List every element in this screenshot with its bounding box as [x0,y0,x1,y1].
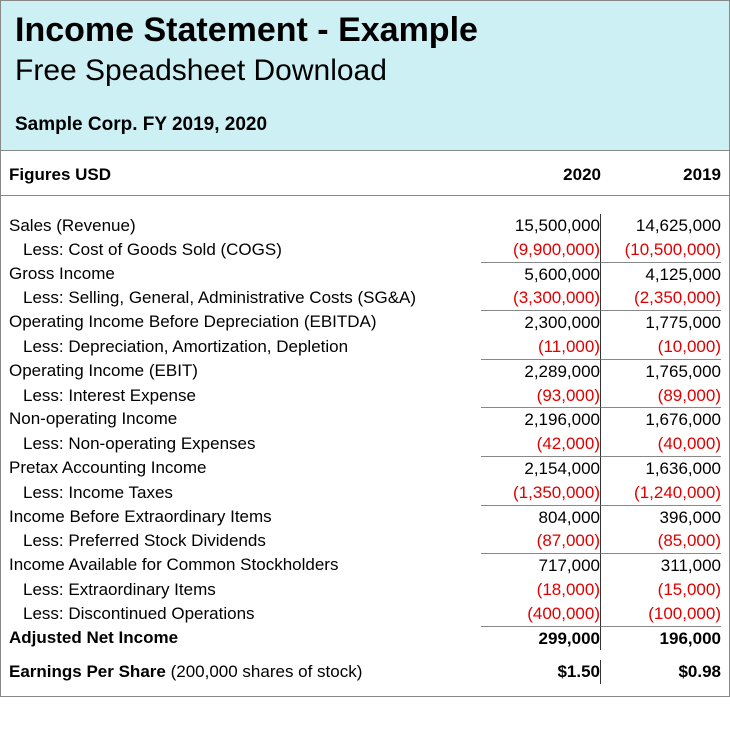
income-statement: Income Statement - Example Free Speadshe… [0,0,730,697]
table-row: Non-operating Income2,196,0001,676,000 [9,407,721,432]
table-row: Operating Income Before Depreciation (EB… [9,310,721,335]
eps-value-year1: $1.50 [481,660,601,684]
row-value-year1: 2,300,000 [481,310,601,335]
row-label: Less: Selling, General, Administrative C… [9,286,481,310]
table-row: Adjusted Net Income299,000196,000 [9,626,721,651]
row-value-year2: 14,625,000 [601,214,721,238]
row-label: Pretax Accounting Income [9,456,481,481]
eps-note: (200,000 shares of stock) [171,662,363,681]
row-value-year2: (10,000) [601,335,721,359]
row-value-year1: (400,000) [481,602,601,626]
row-value-year2: 196,000 [601,626,721,651]
year1-header: 2020 [481,165,601,185]
column-header-row: Figures USD 2020 2019 [1,151,729,196]
company-line: Sample Corp. FY 2019, 2020 [15,114,715,136]
row-value-year1: (18,000) [481,578,601,602]
row-label: Sales (Revenue) [9,214,481,238]
table-row: Less: Cost of Goods Sold (COGS)(9,900,00… [9,238,721,262]
row-value-year2: (40,000) [601,432,721,456]
row-value-year1: (93,000) [481,384,601,408]
row-value-year1: (1,350,000) [481,481,601,505]
row-label: Income Before Extraordinary Items [9,505,481,530]
row-label: Gross Income [9,262,481,287]
row-label: Non-operating Income [9,407,481,432]
row-value-year1: (9,900,000) [481,238,601,262]
subtitle: Free Speadsheet Download [15,54,715,88]
row-value-year2: (10,500,000) [601,238,721,262]
row-label: Adjusted Net Income [9,626,481,651]
row-label: Less: Extraordinary Items [9,578,481,602]
row-label: Less: Income Taxes [9,481,481,505]
row-value-year1: 804,000 [481,505,601,530]
row-value-year1: (87,000) [481,529,601,553]
row-value-year1: 15,500,000 [481,214,601,238]
row-value-year1: 2,154,000 [481,456,601,481]
row-label: Less: Preferred Stock Dividends [9,529,481,553]
header: Income Statement - Example Free Speadshe… [1,1,729,151]
table-row: Less: Non-operating Expenses(42,000)(40,… [9,432,721,456]
row-value-year2: 1,676,000 [601,407,721,432]
title: Income Statement - Example [15,11,715,50]
row-label: Operating Income (EBIT) [9,359,481,384]
table-row: Income Before Extraordinary Items804,000… [9,505,721,530]
row-value-year1: 5,600,000 [481,262,601,287]
eps-row: Earnings Per Share (200,000 shares of st… [9,660,721,684]
row-value-year2: (2,350,000) [601,286,721,310]
row-value-year1: 2,289,000 [481,359,601,384]
table-row: Less: Discontinued Operations(400,000)(1… [9,602,721,626]
row-value-year2: (15,000) [601,578,721,602]
table-row: Pretax Accounting Income2,154,0001,636,0… [9,456,721,481]
table-row: Less: Income Taxes(1,350,000)(1,240,000) [9,481,721,505]
row-value-year1: (11,000) [481,335,601,359]
table-row: Income Available for Common Stockholders… [9,553,721,578]
row-value-year2: 1,775,000 [601,310,721,335]
table-row: Less: Interest Expense(93,000)(89,000) [9,384,721,408]
row-value-year2: 1,765,000 [601,359,721,384]
table-row: Less: Extraordinary Items(18,000)(15,000… [9,578,721,602]
row-label: Less: Cost of Goods Sold (COGS) [9,238,481,262]
row-value-year1: 299,000 [481,626,601,651]
figures-label: Figures USD [9,165,481,185]
row-label: Less: Non-operating Expenses [9,432,481,456]
table-body: Sales (Revenue)15,500,00014,625,000Less:… [1,196,729,696]
table-row: Sales (Revenue)15,500,00014,625,000 [9,214,721,238]
row-value-year2: (1,240,000) [601,481,721,505]
row-value-year2: 311,000 [601,553,721,578]
row-value-year1: (42,000) [481,432,601,456]
row-value-year2: (85,000) [601,529,721,553]
row-value-year2: 4,125,000 [601,262,721,287]
row-label: Less: Interest Expense [9,384,481,408]
row-label: Operating Income Before Depreciation (EB… [9,310,481,335]
row-value-year1: (3,300,000) [481,286,601,310]
row-value-year2: 396,000 [601,505,721,530]
table-row: Less: Depreciation, Amortization, Deplet… [9,335,721,359]
table-row: Less: Selling, General, Administrative C… [9,286,721,310]
row-value-year2: (89,000) [601,384,721,408]
table-row: Less: Preferred Stock Dividends(87,000)(… [9,529,721,553]
table-row: Gross Income5,600,0004,125,000 [9,262,721,287]
row-label: Less: Depreciation, Amortization, Deplet… [9,335,481,359]
row-label: Less: Discontinued Operations [9,602,481,626]
row-label: Income Available for Common Stockholders [9,553,481,578]
year2-header: 2019 [601,165,721,185]
table-row: Operating Income (EBIT)2,289,0001,765,00… [9,359,721,384]
row-value-year2: 1,636,000 [601,456,721,481]
row-value-year2: (100,000) [601,602,721,626]
eps-label: Earnings Per Share (200,000 shares of st… [9,660,481,684]
row-value-year1: 2,196,000 [481,407,601,432]
eps-value-year2: $0.98 [601,660,721,684]
row-value-year1: 717,000 [481,553,601,578]
